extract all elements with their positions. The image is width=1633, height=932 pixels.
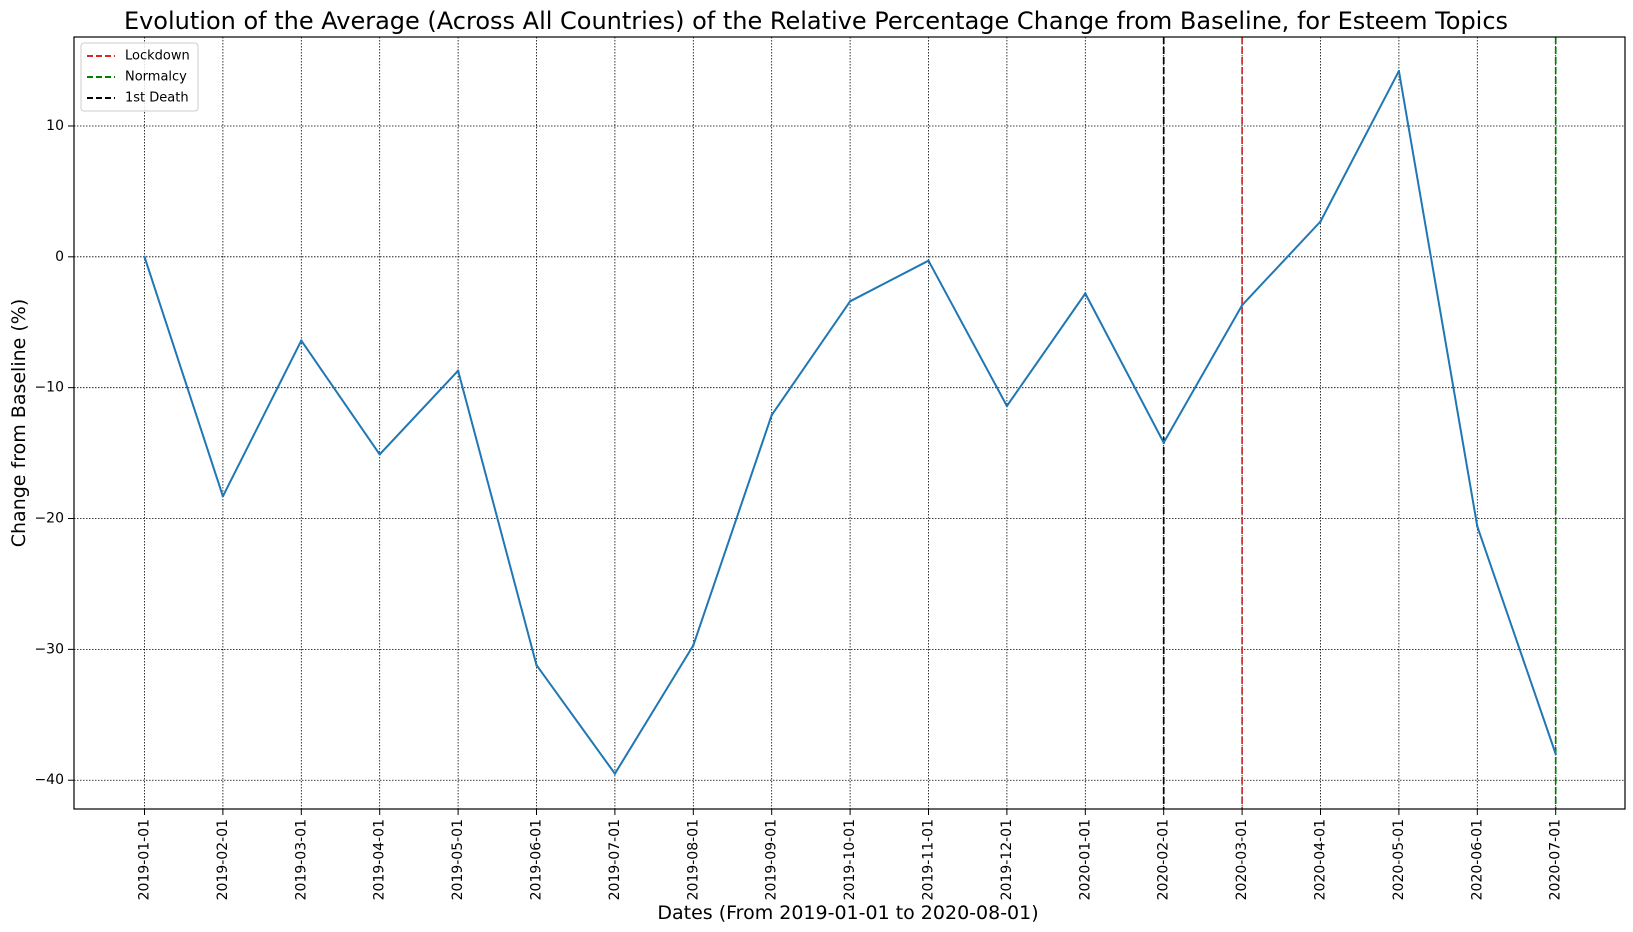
data-point bbox=[300, 339, 303, 342]
legend: Lockdown Normalcy 1st Death bbox=[80, 42, 199, 112]
x-axis-label: Dates (From 2019-01-01 to 2020-08-01) bbox=[657, 902, 1038, 924]
data-point bbox=[456, 369, 460, 372]
y-tick-label: −30 bbox=[34, 641, 64, 657]
y-axis-label: Change from Baseline (%) bbox=[8, 299, 30, 548]
legend-label: Normalcy bbox=[125, 70, 187, 85]
y-tick-label: −40 bbox=[34, 772, 64, 788]
x-tick-label: 2019-11-01 bbox=[921, 819, 937, 900]
x-tick-label: 2019-07-01 bbox=[607, 819, 623, 900]
data-point bbox=[613, 772, 617, 775]
data-point bbox=[848, 300, 852, 303]
data-point bbox=[1005, 404, 1009, 408]
data-point bbox=[221, 495, 225, 498]
x-tick-label: 2019-01-01 bbox=[137, 819, 153, 900]
data-point bbox=[143, 255, 146, 259]
x-tick-label: 2020-06-01 bbox=[1469, 819, 1485, 900]
x-tick-label: 2019-08-01 bbox=[685, 819, 701, 900]
x-tick-label: 2019-03-01 bbox=[293, 819, 309, 900]
data-point bbox=[535, 663, 538, 667]
y-tick-label: −10 bbox=[34, 380, 64, 396]
x-tick-label: 2019-09-01 bbox=[764, 819, 780, 900]
plot-frame bbox=[73, 36, 1626, 810]
legend-label: 1st Death bbox=[125, 91, 189, 106]
x-tick-label: 2020-04-01 bbox=[1313, 819, 1329, 900]
x-tick-label: 2020-01-01 bbox=[1077, 819, 1093, 900]
data-point bbox=[1476, 525, 1479, 528]
x-tick-label: 2019-12-01 bbox=[999, 819, 1015, 900]
x-tick-label: 2020-03-01 bbox=[1234, 819, 1250, 900]
x-tick-label: 2020-07-01 bbox=[1548, 819, 1564, 900]
event-lines bbox=[1162, 37, 1557, 809]
y-axis-ticks: 10 0 −10 −20 −30 −40 bbox=[34, 118, 74, 788]
y-tick-label: 0 bbox=[55, 249, 64, 265]
data-point bbox=[378, 453, 381, 456]
data-point bbox=[1240, 304, 1244, 307]
data-point bbox=[1554, 752, 1557, 756]
data-point bbox=[1162, 441, 1165, 444]
x-tick-label: 2019-05-01 bbox=[450, 819, 466, 900]
x-tick-label: 2019-10-01 bbox=[842, 819, 858, 900]
x-tick-label: 2019-06-01 bbox=[529, 819, 545, 900]
grid bbox=[74, 37, 1625, 809]
y-tick-label: 10 bbox=[46, 118, 64, 134]
data-point bbox=[692, 644, 695, 647]
data-point bbox=[1319, 220, 1322, 223]
legend-box bbox=[80, 42, 199, 112]
x-tick-label: 2020-05-01 bbox=[1391, 819, 1407, 900]
data-point bbox=[1397, 69, 1401, 73]
series-layer bbox=[143, 69, 1557, 775]
x-tick-label: 2020-02-01 bbox=[1156, 819, 1172, 900]
x-axis-ticks: 2019-01-01 2019-02-01 2019-03-01 2019-04-01… bbox=[137, 809, 1564, 900]
x-tick-label: 2019-04-01 bbox=[372, 819, 388, 900]
chart-title: Evolution of the Average (Across All Cou… bbox=[124, 7, 1508, 35]
data-point bbox=[1084, 292, 1087, 295]
legend-label: Lockdown bbox=[125, 49, 190, 64]
data-point bbox=[770, 413, 773, 417]
x-tick-label: 2019-02-01 bbox=[215, 819, 231, 900]
y-tick-label: −20 bbox=[34, 511, 64, 527]
data-point bbox=[927, 259, 930, 262]
